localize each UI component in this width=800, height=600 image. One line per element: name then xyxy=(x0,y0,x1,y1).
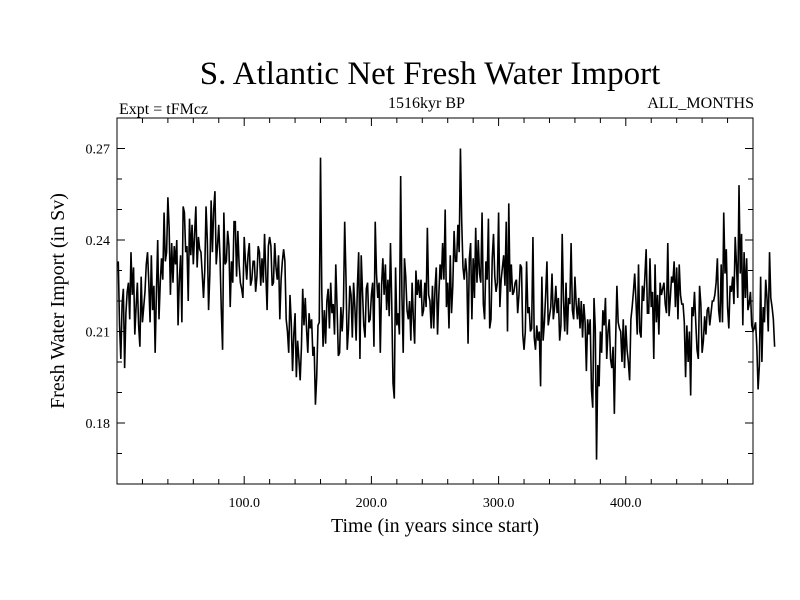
y-tick-label: 0.24 xyxy=(86,234,111,249)
period-label: 1516kyr BP xyxy=(388,95,465,112)
x-tick-label: 100.0 xyxy=(228,496,260,511)
series-group xyxy=(117,148,776,460)
x-tick-label: 400.0 xyxy=(610,496,642,511)
tick-labels: 100.0 200.0 300.0 400.0 0.18 0.21 0.24 0.27 xyxy=(86,143,642,512)
y-tick-label: 0.27 xyxy=(86,143,111,158)
months-label: ALL_MONTHS xyxy=(647,95,754,112)
chart-title: S. Atlantic Net Fresh Water Import xyxy=(199,56,661,92)
x-tick-label: 200.0 xyxy=(356,496,388,511)
plot-frame xyxy=(116,117,754,485)
x-tick-label: 300.0 xyxy=(483,496,515,511)
y-axis-label: Fresh Water Import (in Sv) xyxy=(47,193,69,409)
experiment-label: Expt = tFMcz xyxy=(119,101,209,118)
x-axis-label: Time (in years since start) xyxy=(331,515,539,537)
series-line xyxy=(117,148,776,460)
axis-ticks xyxy=(117,118,753,484)
y-tick-label: 0.21 xyxy=(86,326,111,341)
y-tick-label: 0.18 xyxy=(86,417,111,432)
